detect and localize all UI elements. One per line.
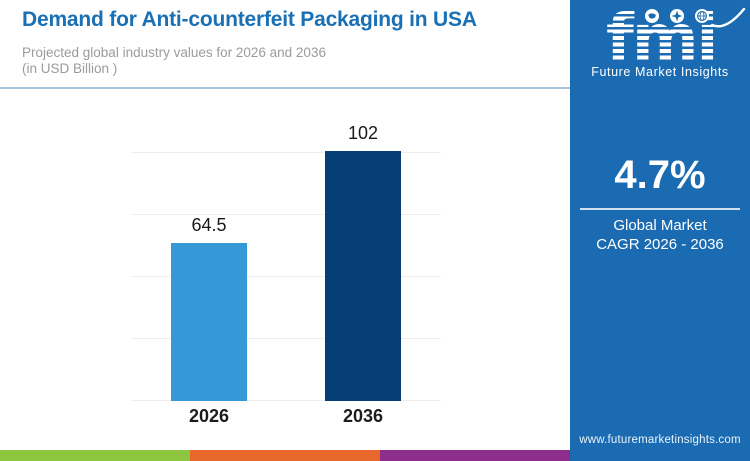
- stripe-segment-orange: [190, 450, 380, 461]
- bar-2036: [325, 151, 401, 401]
- gridline: [131, 276, 441, 277]
- stripe-segment-purple: [380, 450, 570, 461]
- fmi-logo-icons: [645, 9, 709, 23]
- gridline: [131, 338, 441, 339]
- bar-group-2026: 64.5: [171, 215, 247, 401]
- globe-icon: [695, 9, 709, 23]
- bar-group-2036: 102: [325, 123, 401, 401]
- header-divider: [0, 87, 570, 89]
- chart-subtitle-line1: Projected global industry values for 202…: [22, 45, 326, 60]
- page-title: Demand for Anti-counterfeit Packaging in…: [22, 8, 477, 31]
- cagr-label: Global Market CAGR 2026 - 2036: [570, 216, 750, 254]
- x-tick-label-2026: 2026: [188, 406, 230, 426]
- sidebar: fmi: [570, 0, 750, 461]
- stripe-segment-green: [0, 450, 190, 461]
- chart-subtitle-line2: (in USD Billion ): [22, 61, 118, 76]
- cagr-label-line2: CAGR 2026 - 2036: [596, 236, 724, 253]
- swoosh-icon: [710, 7, 746, 28]
- gridline: [131, 214, 441, 215]
- footer-stripe: [0, 450, 570, 461]
- gridline: [131, 152, 441, 153]
- fmi-logo-tagline: Future Market Insights: [591, 65, 729, 79]
- compass-icon: [670, 9, 684, 23]
- cagr-label-line1: Global Market: [613, 217, 707, 234]
- website-url: www.futuremarketinsights.com: [579, 434, 741, 446]
- chart-subtitle: Projected global industry values for 202…: [22, 45, 326, 77]
- map-icon: [645, 9, 659, 23]
- gridline-baseline: [131, 400, 441, 401]
- bar-2026: [171, 243, 247, 401]
- cagr-value: 4.7%: [614, 153, 706, 197]
- fmi-logo: fmi: [570, 0, 750, 86]
- x-tick-label-2036: 2036: [342, 406, 384, 426]
- stat-divider: [580, 208, 740, 210]
- bar-value-label-2036: 102: [347, 123, 379, 143]
- bar-value-label-2026: 64.5: [191, 215, 227, 235]
